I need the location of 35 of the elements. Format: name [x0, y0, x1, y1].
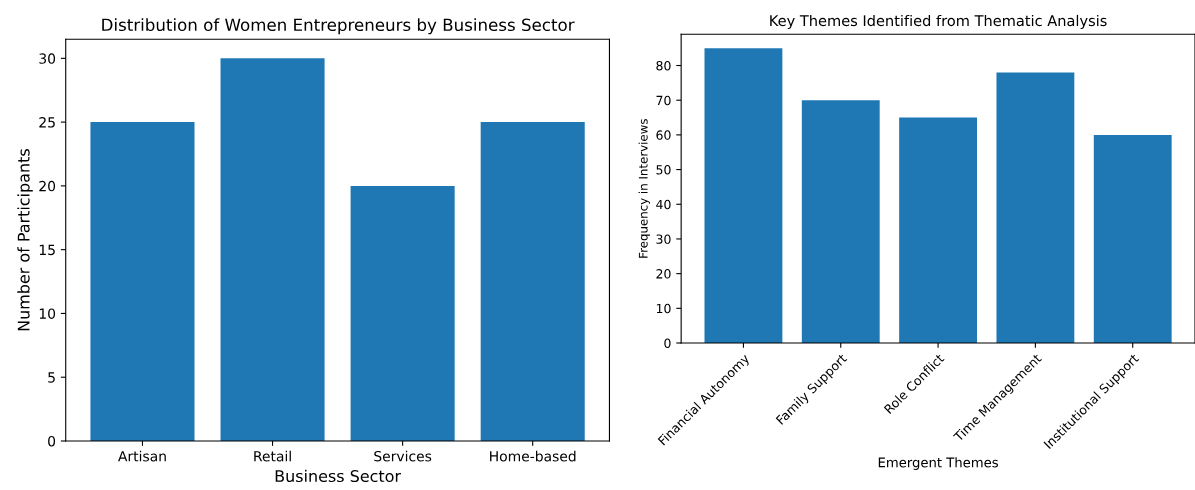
y-tick-label: 80: [656, 60, 671, 71]
chart-title: Key Themes Identified from Thematic Analysis: [770, 14, 1107, 29]
y-tick-label: 0: [48, 435, 56, 447]
x-tick-label: Services: [374, 450, 432, 462]
y-tick-label: 0: [664, 338, 671, 348]
bar: [350, 185, 455, 441]
x-tick-label: Artisan: [118, 450, 166, 462]
bar: [1093, 134, 1172, 343]
y-tick-label: 5: [48, 372, 55, 383]
y-tick-label: 40: [656, 199, 671, 210]
y-tick-label: 15: [39, 244, 55, 256]
bar: [801, 100, 880, 343]
y-tick-label: 20: [656, 269, 671, 279]
x-tick-label: Home-based: [490, 450, 576, 462]
y-tick-label: 20: [39, 180, 56, 192]
y-tick-label: 10: [39, 308, 56, 319]
x-axis-title: Emergent Themes: [878, 457, 998, 470]
x-axis-title: Business Sector: [275, 469, 402, 483]
x-tick-label: Retail: [254, 450, 291, 462]
bar: [90, 122, 195, 441]
y-tick-label: 25: [39, 117, 55, 128]
y-axis-title: Frequency in Interviews: [638, 119, 650, 258]
bar: [899, 117, 977, 343]
y-tick-label: 50: [656, 165, 671, 175]
bar: [704, 48, 783, 343]
y-tick-label: 70: [656, 95, 671, 106]
y-tick-label: 60: [656, 130, 671, 140]
chart-title: Distribution of Women Entrepreneurs by Business Sector: [102, 18, 575, 35]
bar: [220, 58, 325, 441]
bar: [996, 72, 1075, 343]
y-tick-label: 30: [39, 53, 56, 64]
y-tick-label: 10: [656, 303, 671, 314]
y-tick-label: 30: [656, 234, 671, 244]
bar: [480, 122, 585, 441]
y-axis-title: Number of Participants: [17, 149, 33, 331]
